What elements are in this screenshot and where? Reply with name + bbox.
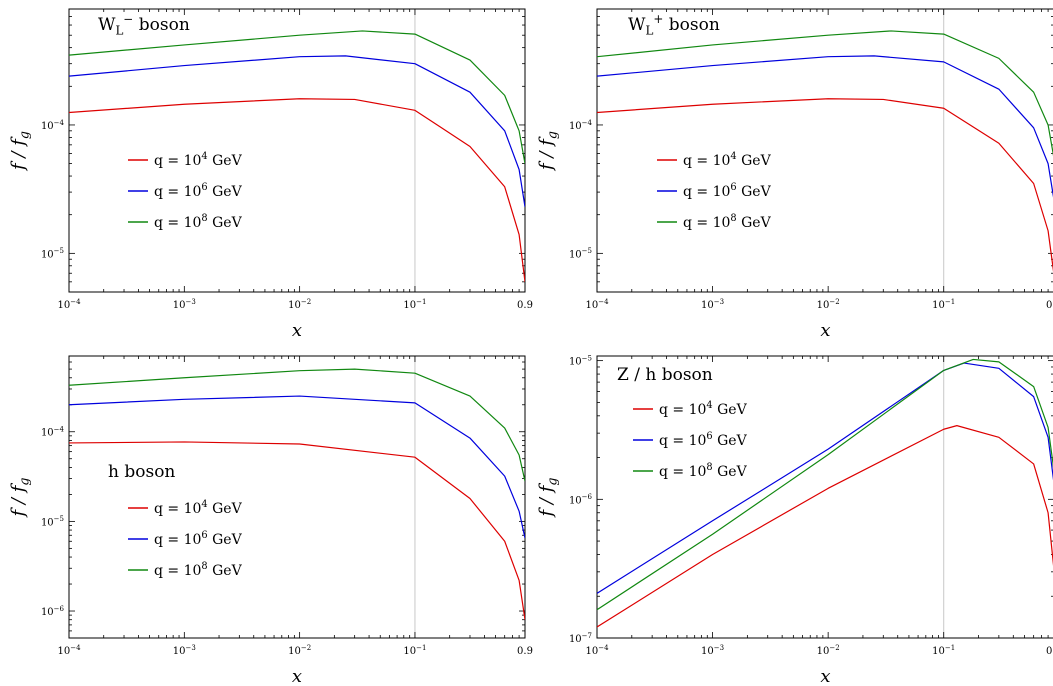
x-tick-label-10-2: 10−2 <box>817 298 840 311</box>
legend-label-q-10-6-gev: q = 106 GeV <box>154 182 243 200</box>
series-line-q-10-8-gev <box>597 358 1053 611</box>
chart-panel-2: 10−4 10−3 10−2 10−1 0.9 10−5 10−4 x f / fg WL+ bo… <box>536 8 1053 341</box>
y-axis-label: f / fg <box>8 131 32 172</box>
y-tick-label-10-4: 10−4 <box>41 426 65 439</box>
series-line-q-10-6-gev <box>597 55 1053 198</box>
x-tick-label-10-1: 10−1 <box>403 298 426 311</box>
legend-label-q-10-8-gev: q = 108 GeV <box>659 462 748 480</box>
plot-frame <box>596 355 1053 639</box>
chart-panel-1: 10−4 10−3 10−2 10−1 0.9 10−5 10−4 x f / fg WL− bo… <box>8 8 533 341</box>
series-line-q-10-8-gev <box>69 368 525 482</box>
legend-label-q-10-8-gev: q = 108 GeV <box>683 213 772 231</box>
x-tick-label-10-3: 10−3 <box>173 298 196 311</box>
y-tick-label-10-4: 10−4 <box>569 119 593 132</box>
y-axis-label: f / fg <box>536 131 560 172</box>
legend-label-q-10-6-gev: q = 106 GeV <box>683 182 772 200</box>
x-axis-label: x <box>292 320 302 341</box>
plot-frame <box>596 8 1053 293</box>
x-tick-label-10-1: 10−1 <box>403 644 426 657</box>
y-tick-label-10-6: 10−6 <box>569 493 593 506</box>
y-tick-label-10-4: 10−4 <box>41 119 65 132</box>
y-axis-label: f / fg <box>536 478 560 519</box>
x-tick-label-10-4: 10−4 <box>585 298 609 311</box>
panel-title: WL− boson <box>98 12 190 37</box>
chart-panel-4: 10−4 10−3 10−2 10−1 0.9 10−7 10−6 10−5 x f / fg Z … <box>536 354 1053 686</box>
series-line-q-10-4-gev <box>69 98 525 282</box>
x-tick-label-10-4: 10−4 <box>57 644 81 657</box>
x-tick-label-10-2: 10−2 <box>288 298 311 311</box>
x-tick-label-10-3: 10−3 <box>173 644 196 657</box>
x-tick-label-0-9: 0.9 <box>1046 300 1053 311</box>
x-axis-label: x <box>820 666 830 686</box>
x-tick-label-10-3: 10−3 <box>701 644 724 657</box>
panel-title: WL+ boson <box>628 12 720 37</box>
x-tick-label-10-3: 10−3 <box>701 298 724 311</box>
x-tick-label-10-4: 10−4 <box>585 644 609 657</box>
x-axis-label: x <box>292 666 302 686</box>
series-line-q-10-8-gev <box>597 30 1053 157</box>
x-tick-label-0-9: 0.9 <box>1046 646 1053 657</box>
y-tick-label-10-6: 10−6 <box>41 605 65 618</box>
series-line-q-10-8-gev <box>69 30 525 164</box>
legend-label-q-10-4-gev: q = 104 GeV <box>683 151 772 169</box>
series-line-q-10-4-gev <box>69 441 525 620</box>
x-tick-label-10-2: 10−2 <box>817 644 840 657</box>
legend-label-q-10-4-gev: q = 104 GeV <box>154 499 243 517</box>
series-line-q-10-6-gev <box>69 395 525 539</box>
series-line-q-10-6-gev <box>69 55 525 207</box>
x-axis-label: x <box>820 320 830 341</box>
y-tick-label-10-5: 10−5 <box>41 247 64 260</box>
legend-label-q-10-8-gev: q = 108 GeV <box>154 213 243 231</box>
panel-title: Z / h boson <box>617 365 713 385</box>
y-tick-label-10-5: 10−5 <box>569 354 592 367</box>
y-axis-label: f / fg <box>8 478 32 519</box>
series-line-q-10-4-gev <box>597 98 1053 272</box>
legend-label-q-10-4-gev: q = 104 GeV <box>154 151 243 169</box>
x-tick-label-0-9: 0.9 <box>517 300 533 311</box>
chart-panel-3: 10−4 10−3 10−2 10−1 0.9 10−6 10−5 10−4 x f / fg h … <box>8 355 533 686</box>
legend-label-q-10-6-gev: q = 106 GeV <box>659 431 748 449</box>
x-tick-label-0-9: 0.9 <box>517 646 533 657</box>
x-tick-label-10-4: 10−4 <box>57 298 81 311</box>
panel-title: h boson <box>108 462 175 482</box>
plot-frame <box>68 355 526 639</box>
x-tick-label-10-2: 10−2 <box>288 644 311 657</box>
y-tick-label-10-5: 10−5 <box>41 515 64 528</box>
y-tick-label-10-5: 10−5 <box>569 247 592 260</box>
y-tick-label-10-7: 10−7 <box>569 632 592 645</box>
legend-label-q-10-6-gev: q = 106 GeV <box>154 530 243 548</box>
legend-label-q-10-4-gev: q = 104 GeV <box>659 400 748 418</box>
series-line-q-10-4-gev <box>597 425 1053 628</box>
x-tick-label-10-1: 10−1 <box>932 298 955 311</box>
x-tick-label-10-1: 10−1 <box>932 644 955 657</box>
legend-label-q-10-8-gev: q = 108 GeV <box>154 561 243 579</box>
plot-frame <box>68 8 526 293</box>
